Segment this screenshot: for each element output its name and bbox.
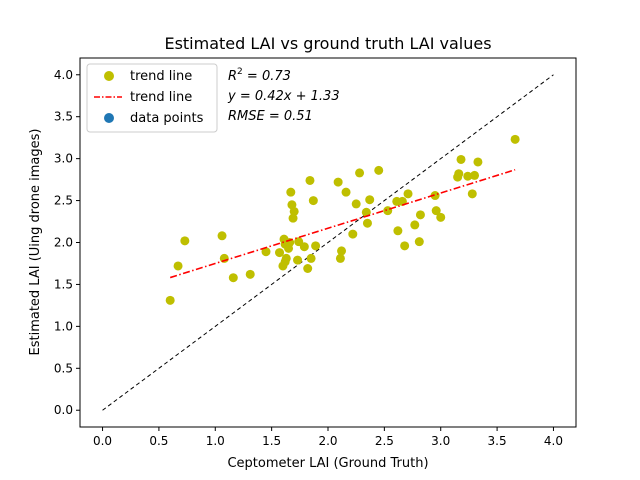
legend-label-data-points: data points [130, 111, 204, 126]
data-point [293, 255, 303, 265]
data-point [335, 253, 345, 263]
trend-line [169, 169, 516, 279]
data-point [217, 231, 227, 241]
x-tick-label: 3.0 [431, 434, 450, 448]
legend-box [86, 63, 218, 133]
data-point [510, 134, 520, 144]
y-tick-label: 2.5 [54, 194, 73, 208]
legend-label-trend-line: trend line [130, 90, 192, 105]
x-tick-label: 0.0 [93, 434, 112, 448]
legend-label-scatter: trend line [130, 69, 192, 84]
data-point [299, 242, 309, 252]
legend-marker-scatter [104, 71, 114, 81]
data-point [431, 206, 441, 216]
data-point [311, 241, 321, 251]
reference-line [102, 74, 554, 411]
stats-annotation: R2 = 0.73 y = 0.42x + 1.33 RMSE = 0.51 [227, 67, 340, 124]
y-tick-label: 1.5 [54, 277, 73, 291]
data-point [355, 168, 365, 178]
data-point [415, 210, 425, 220]
data-point [470, 170, 480, 180]
data-point [414, 237, 424, 247]
y-tick-label: 1.0 [54, 319, 73, 333]
data-point [403, 189, 413, 199]
data-point [456, 154, 466, 164]
x-tick-label: 1.0 [206, 434, 225, 448]
data-point [374, 165, 384, 175]
equation-annotation: y = 0.42x + 1.33 [227, 89, 340, 104]
data-point [303, 263, 313, 273]
rmse-annotation: RMSE = 0.51 [228, 109, 313, 124]
data-point [245, 269, 255, 279]
data-point [289, 206, 299, 216]
y-tick-label: 0.0 [54, 403, 73, 417]
y-tick-label: 2.0 [54, 236, 73, 250]
data-point [436, 212, 446, 222]
r-squared-annotation: R2 = 0.73 [228, 67, 291, 84]
data-point [306, 253, 316, 263]
data-point [288, 213, 298, 223]
x-tick-label: 4.0 [544, 434, 563, 448]
y-tick-label: 4.0 [54, 68, 73, 82]
data-point [286, 187, 296, 197]
data-point [365, 195, 375, 205]
data-point [165, 295, 175, 305]
x-tick-label: 2.5 [375, 434, 394, 448]
x-tick-label: 0.5 [149, 434, 168, 448]
ticks: 0.0 0.5 1.0 1.5 2.0 2.5 3.0 3.5 4.0 0.0 0.5 1.0 1.5 2… [54, 68, 563, 448]
data-point [348, 229, 358, 239]
data-point [305, 175, 315, 185]
data-point [180, 236, 190, 246]
y-tick-label: 3.0 [54, 152, 73, 166]
data-point [281, 253, 291, 263]
data-point [337, 246, 347, 256]
data-point [275, 248, 285, 258]
data-point [361, 207, 371, 217]
legend: trend line trend line data points [86, 63, 218, 133]
data-point [173, 261, 183, 271]
data-point [308, 196, 318, 206]
data-point [228, 273, 238, 283]
data-point [393, 226, 403, 236]
plot-area [102, 74, 554, 411]
data-point [219, 253, 229, 263]
data-point [383, 206, 393, 216]
x-tick-label: 2.0 [318, 434, 337, 448]
data-point [463, 171, 473, 181]
data-point [410, 220, 420, 230]
x-tick-label: 3.5 [488, 434, 507, 448]
y-axis-label: Estimated LAI (Uing drone images) [28, 129, 43, 356]
data-point [341, 187, 351, 197]
x-tick-label: 1.5 [262, 434, 281, 448]
data-point [400, 241, 410, 251]
y-tick-label: 0.5 [54, 361, 73, 375]
data-point [261, 247, 271, 257]
data-point [351, 199, 361, 209]
chart-title: Estimated LAI vs ground truth LAI values [164, 34, 491, 53]
data-point [362, 218, 372, 228]
data-point [467, 189, 477, 199]
y-tick-label: 3.5 [54, 110, 73, 124]
data-point [454, 169, 464, 179]
legend-marker-data-points [104, 113, 114, 123]
x-axis-label: Ceptometer LAI (Ground Truth) [227, 456, 428, 471]
data-point [473, 157, 483, 167]
data-point [333, 177, 343, 187]
